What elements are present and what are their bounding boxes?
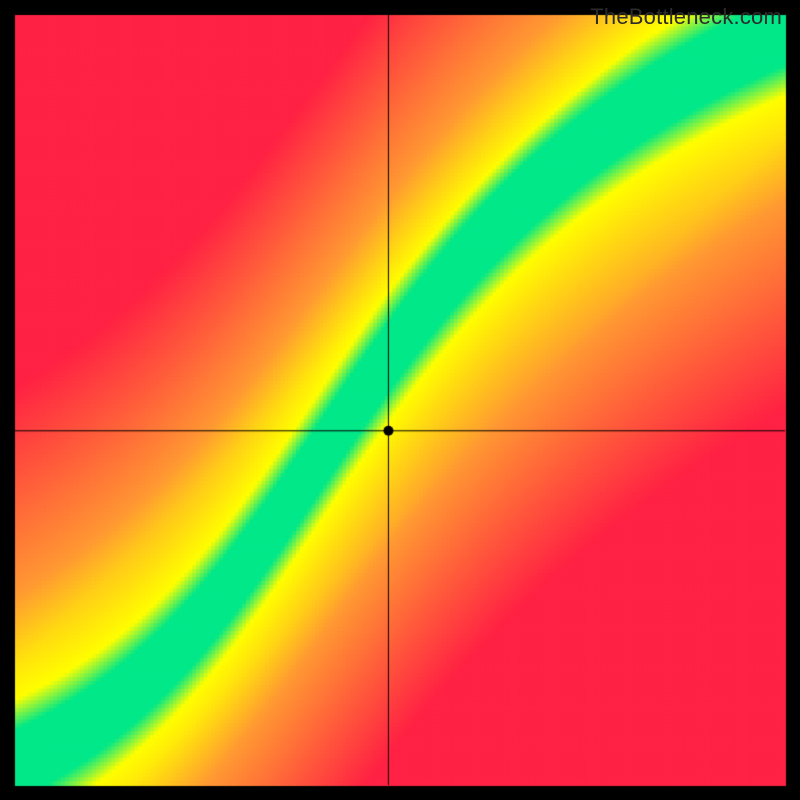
watermark-label: TheBottleneck.com	[590, 4, 782, 30]
bottleneck-heatmap	[0, 0, 800, 800]
chart-container: TheBottleneck.com	[0, 0, 800, 800]
